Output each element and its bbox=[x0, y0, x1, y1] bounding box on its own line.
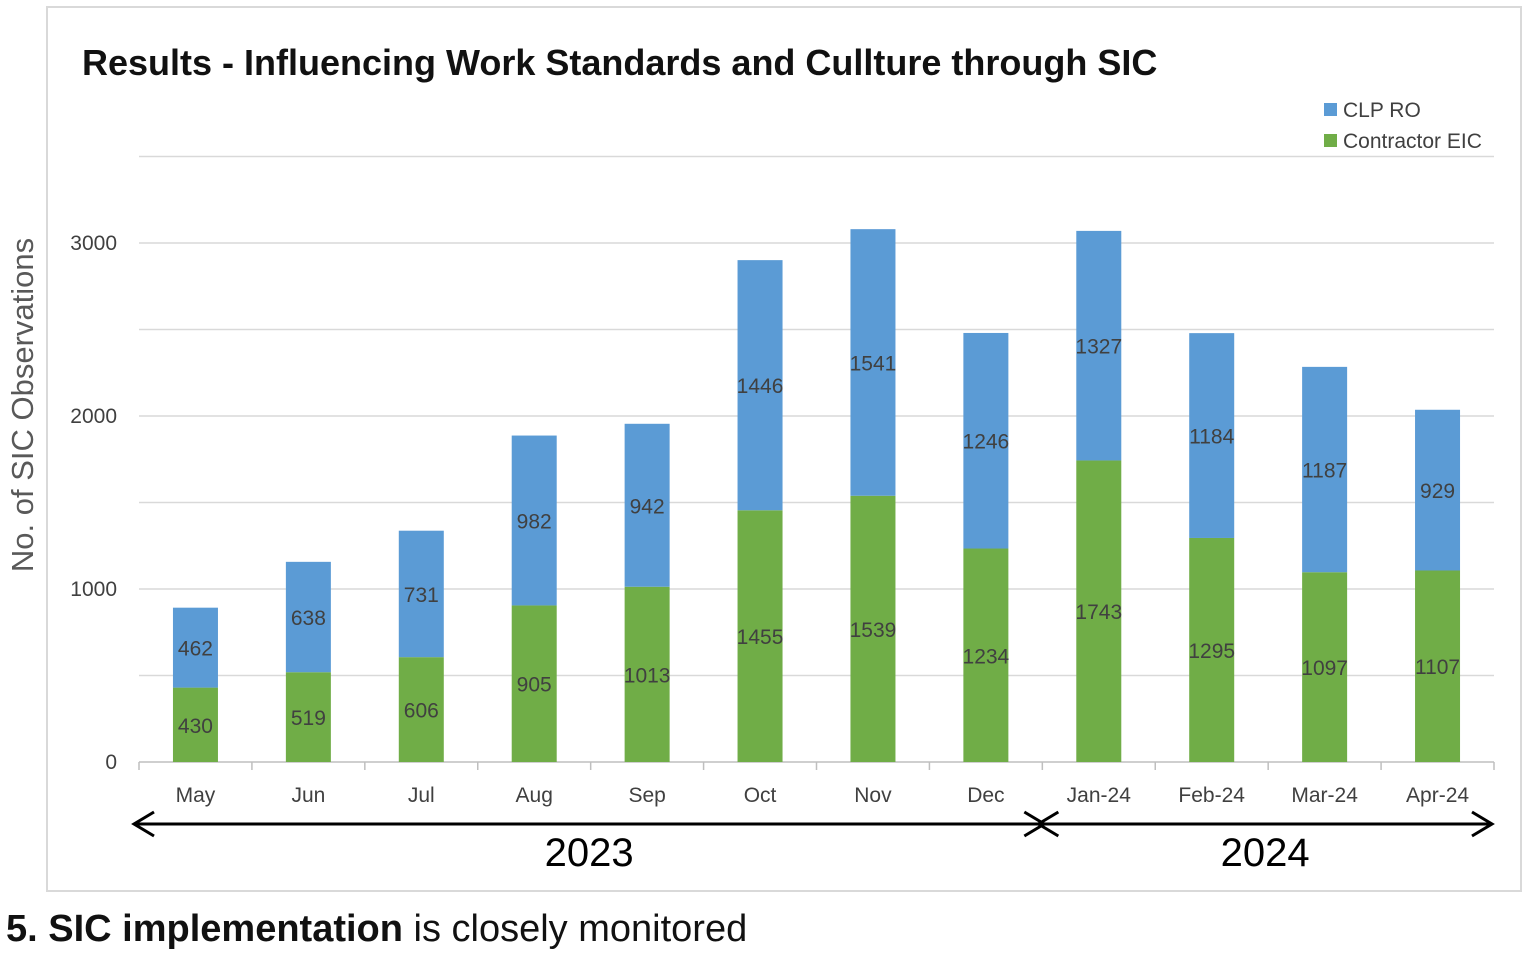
legend-label: CLP RO bbox=[1343, 99, 1421, 122]
y-axis-title: No. of SIC Observations bbox=[5, 238, 40, 572]
bar-contractor-eic bbox=[1415, 570, 1461, 762]
bar-clp-ro bbox=[1415, 409, 1461, 571]
bar-contractor-eic bbox=[172, 687, 218, 762]
bar-contractor-eic bbox=[1302, 572, 1348, 762]
x-tick-label: Jan-24 bbox=[1067, 784, 1132, 807]
data-label-clp-ro: 1184 bbox=[1189, 426, 1234, 449]
chart-title: Results - Influencing Work Standards and… bbox=[82, 42, 1158, 83]
data-label-clp-ro: 1187 bbox=[1302, 460, 1347, 483]
x-tick-label: Aug bbox=[516, 784, 553, 807]
x-tick-label: Apr-24 bbox=[1406, 784, 1469, 807]
data-label-contractor-eic: 1013 bbox=[624, 664, 671, 687]
caption-rest: is closely monitored bbox=[402, 908, 748, 950]
data-label-contractor-eic: 905 bbox=[517, 674, 552, 697]
data-label-clp-ro: 1327 bbox=[1075, 336, 1122, 359]
bar-contractor-eic bbox=[624, 586, 670, 762]
data-label-clp-ro: 1246 bbox=[963, 431, 1010, 454]
bar-contractor-eic bbox=[1189, 537, 1235, 762]
y-tick-label: 0 bbox=[105, 751, 117, 774]
bar-clp-ro bbox=[511, 435, 557, 606]
x-tick-label: Jun bbox=[291, 784, 325, 807]
caption: 5. SIC implementation is closely monitor… bbox=[6, 908, 747, 951]
data-label-contractor-eic: 1295 bbox=[1188, 640, 1235, 663]
x-tick-label: Sep bbox=[628, 784, 665, 807]
bar-contractor-eic bbox=[963, 548, 1009, 762]
data-label-clp-ro: 638 bbox=[291, 607, 326, 630]
x-tick-label: Jul bbox=[408, 784, 435, 807]
bar-contractor-eic bbox=[737, 510, 783, 762]
bar-clp-ro bbox=[172, 607, 218, 688]
bar-clp-ro bbox=[963, 332, 1009, 549]
x-tick-label: Dec bbox=[967, 784, 1004, 807]
data-label-clp-ro: 731 bbox=[404, 584, 439, 607]
legend-label: Contractor EIC bbox=[1343, 130, 1482, 153]
data-label-clp-ro: 462 bbox=[178, 638, 213, 661]
legend-swatch bbox=[1324, 103, 1337, 116]
data-label-clp-ro: 982 bbox=[517, 510, 552, 533]
data-label-contractor-eic: 1455 bbox=[737, 626, 784, 649]
data-label-clp-ro: 929 bbox=[1420, 480, 1455, 503]
data-label-clp-ro: 1541 bbox=[850, 352, 897, 375]
bar-clp-ro bbox=[1302, 366, 1348, 573]
year-label-2023: 2023 bbox=[545, 831, 634, 875]
data-label-contractor-eic: 430 bbox=[178, 715, 213, 738]
bar-clp-ro bbox=[850, 229, 896, 496]
bar-clp-ro bbox=[624, 423, 670, 587]
x-tick-label: Oct bbox=[744, 784, 777, 807]
x-tick-label: Mar-24 bbox=[1291, 784, 1358, 807]
bar-contractor-eic bbox=[398, 657, 444, 762]
data-label-contractor-eic: 1234 bbox=[963, 645, 1010, 668]
x-tick-label: Nov bbox=[854, 784, 892, 807]
data-label-contractor-eic: 1539 bbox=[850, 619, 897, 642]
year-arrow-2023-head-left bbox=[131, 810, 155, 838]
year-arrow-2024-head-right bbox=[1471, 810, 1495, 838]
data-label-clp-ro: 942 bbox=[630, 495, 665, 518]
bar-contractor-eic bbox=[1076, 460, 1122, 762]
data-label-contractor-eic: 606 bbox=[404, 700, 439, 723]
y-tick-label: 2000 bbox=[70, 405, 117, 428]
data-label-contractor-eic: 1107 bbox=[1415, 656, 1460, 679]
bar-clp-ro bbox=[285, 561, 331, 673]
bar-clp-ro bbox=[1189, 333, 1235, 538]
year-arrow-2024-head-left bbox=[1035, 810, 1060, 838]
bar-contractor-eic bbox=[511, 605, 557, 762]
x-tick-label: May bbox=[176, 784, 216, 807]
data-label-clp-ro: 1446 bbox=[737, 375, 784, 398]
bar-clp-ro bbox=[737, 260, 783, 511]
caption-bold: 5. SIC implementation bbox=[6, 908, 403, 950]
y-tick-label: 3000 bbox=[70, 232, 117, 255]
bar-contractor-eic bbox=[285, 672, 331, 762]
legend-swatch bbox=[1324, 134, 1337, 147]
data-label-contractor-eic: 519 bbox=[291, 707, 326, 730]
x-tick-label: Feb-24 bbox=[1178, 784, 1245, 807]
year-label-2024: 2024 bbox=[1221, 831, 1310, 875]
data-label-contractor-eic: 1097 bbox=[1301, 657, 1348, 680]
y-tick-label: 1000 bbox=[70, 578, 117, 601]
bar-clp-ro bbox=[398, 530, 444, 658]
bar-clp-ro bbox=[1076, 230, 1122, 461]
data-label-contractor-eic: 1743 bbox=[1075, 601, 1122, 624]
bar-contractor-eic bbox=[850, 495, 896, 762]
